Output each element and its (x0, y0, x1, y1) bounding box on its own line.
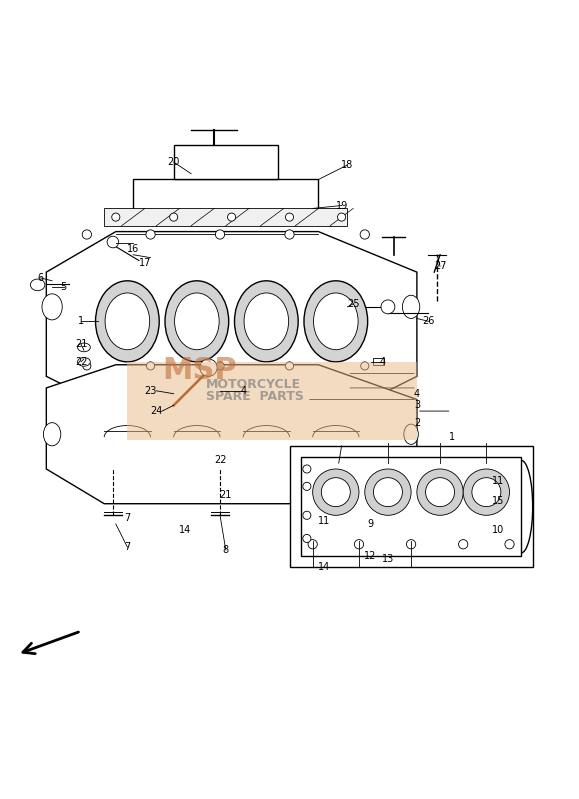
FancyBboxPatch shape (174, 145, 278, 180)
Circle shape (406, 539, 416, 549)
Text: 17: 17 (138, 258, 151, 268)
Circle shape (146, 230, 155, 239)
Circle shape (200, 359, 217, 376)
Ellipse shape (43, 423, 61, 446)
Text: 2: 2 (414, 418, 420, 427)
Ellipse shape (78, 357, 90, 366)
Text: 7: 7 (124, 513, 130, 523)
Text: 4: 4 (414, 388, 420, 399)
Text: 1: 1 (78, 316, 84, 326)
Circle shape (463, 469, 510, 515)
Circle shape (107, 237, 119, 248)
Circle shape (216, 362, 224, 370)
Text: 24: 24 (150, 406, 163, 416)
Text: 5: 5 (61, 281, 67, 292)
Text: 22: 22 (214, 455, 226, 465)
Ellipse shape (165, 280, 229, 362)
Text: 8: 8 (223, 545, 229, 555)
Ellipse shape (402, 296, 420, 319)
Text: 11: 11 (318, 516, 331, 526)
Text: 7: 7 (124, 543, 130, 552)
Polygon shape (46, 365, 417, 503)
Circle shape (426, 478, 455, 507)
Text: 1: 1 (449, 432, 455, 442)
Text: 21: 21 (219, 490, 232, 500)
Circle shape (381, 300, 395, 314)
Text: 11: 11 (492, 475, 504, 486)
Text: 12: 12 (364, 551, 377, 561)
Ellipse shape (42, 294, 63, 320)
Circle shape (170, 213, 178, 221)
Text: SPARE  PARTS: SPARE PARTS (206, 389, 303, 403)
Text: 21: 21 (75, 340, 87, 349)
Ellipse shape (304, 280, 368, 362)
Circle shape (285, 362, 294, 370)
Bar (373, 358, 384, 365)
Text: MOTORCYCLE: MOTORCYCLE (206, 378, 301, 391)
Circle shape (285, 213, 294, 221)
Circle shape (112, 213, 120, 221)
Circle shape (83, 362, 91, 370)
Circle shape (146, 362, 155, 370)
Circle shape (303, 511, 311, 519)
Text: 26: 26 (422, 316, 435, 326)
Text: 19: 19 (335, 201, 348, 210)
Polygon shape (46, 232, 417, 411)
Circle shape (313, 469, 359, 515)
Text: 3: 3 (414, 400, 420, 411)
Circle shape (361, 362, 369, 370)
Polygon shape (104, 209, 347, 226)
Ellipse shape (314, 293, 358, 350)
Ellipse shape (105, 293, 149, 350)
Text: 27: 27 (434, 261, 446, 272)
Circle shape (373, 478, 402, 507)
Text: 25: 25 (347, 299, 360, 309)
Circle shape (228, 213, 236, 221)
Circle shape (459, 539, 468, 549)
Text: 16: 16 (127, 244, 140, 254)
Circle shape (82, 230, 91, 239)
Circle shape (303, 535, 311, 543)
Circle shape (365, 469, 411, 515)
Polygon shape (133, 180, 318, 214)
Text: 14: 14 (318, 562, 331, 572)
Ellipse shape (78, 343, 90, 352)
Text: 20: 20 (167, 157, 180, 167)
Ellipse shape (30, 279, 45, 291)
FancyBboxPatch shape (127, 362, 417, 440)
Circle shape (308, 539, 317, 549)
Text: 9: 9 (368, 519, 373, 529)
Text: MSP: MSP (162, 356, 237, 385)
Text: 6: 6 (38, 273, 43, 283)
Text: 22: 22 (75, 357, 87, 367)
Circle shape (338, 213, 346, 221)
Text: 13: 13 (382, 554, 394, 564)
Text: 15: 15 (492, 496, 504, 506)
Circle shape (321, 478, 350, 507)
Circle shape (417, 469, 463, 515)
Ellipse shape (234, 280, 298, 362)
Text: 14: 14 (179, 525, 192, 535)
Circle shape (472, 478, 501, 507)
Text: 23: 23 (144, 386, 157, 396)
Circle shape (285, 230, 294, 239)
Ellipse shape (404, 424, 418, 444)
Polygon shape (290, 446, 533, 567)
Text: 18: 18 (341, 160, 354, 170)
Circle shape (354, 539, 364, 549)
Text: 4: 4 (379, 357, 385, 367)
Polygon shape (301, 457, 521, 556)
Circle shape (505, 539, 514, 549)
Ellipse shape (244, 293, 288, 350)
Circle shape (303, 483, 311, 491)
Ellipse shape (96, 280, 159, 362)
Text: 10: 10 (492, 525, 504, 535)
Circle shape (215, 230, 225, 239)
Text: 4: 4 (240, 386, 246, 396)
Circle shape (360, 230, 369, 239)
Ellipse shape (175, 293, 219, 350)
Circle shape (303, 465, 311, 473)
